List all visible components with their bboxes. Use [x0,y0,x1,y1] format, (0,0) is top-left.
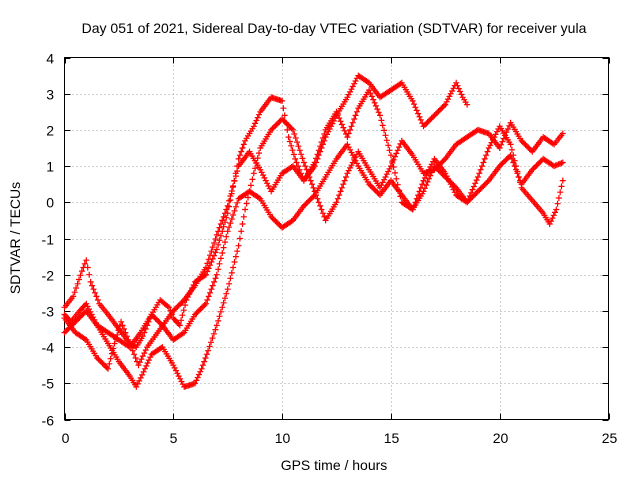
y-tick-label: -4 [42,340,55,356]
y-axis-label: SDTVAR / TECUs [7,182,23,294]
y-tick-label: -6 [42,413,55,429]
x-tick-label: 5 [170,430,178,446]
y-tick-label: 2 [46,123,54,139]
series-2 [61,116,566,390]
series-4 [61,87,566,372]
plot-frame [64,57,609,420]
series-4-markers [61,87,566,372]
chart-title: Day 051 of 2021, Sidereal Day-to-day VTE… [82,20,587,36]
y-tick-label: -2 [42,268,55,284]
data-markers [61,72,566,390]
x-tick-label: 0 [62,430,70,446]
tick-layer [64,57,610,421]
x-tick-label: 15 [384,430,400,446]
y-tick-labels: -6 -5 -4 -3 -2 -1 0 1 2 3 4 [42,51,55,429]
y-tick-label: 1 [46,159,54,175]
x-tick-labels: 0 5 10 15 20 25 [62,430,618,446]
x-axis-label: GPS time / hours [281,457,388,473]
y-tick-label: -1 [42,232,55,248]
y-tick-label: -5 [42,376,55,392]
y-tick-label: -3 [42,304,55,320]
series-2-markers [61,116,566,390]
x-tick-label: 20 [493,430,509,446]
y-tick-label: 4 [46,51,54,67]
y-tick-label: 0 [46,195,54,211]
x-tick-label: 10 [275,430,291,446]
x-tick-label: 25 [602,430,618,446]
y-tick-label: 3 [46,87,54,103]
